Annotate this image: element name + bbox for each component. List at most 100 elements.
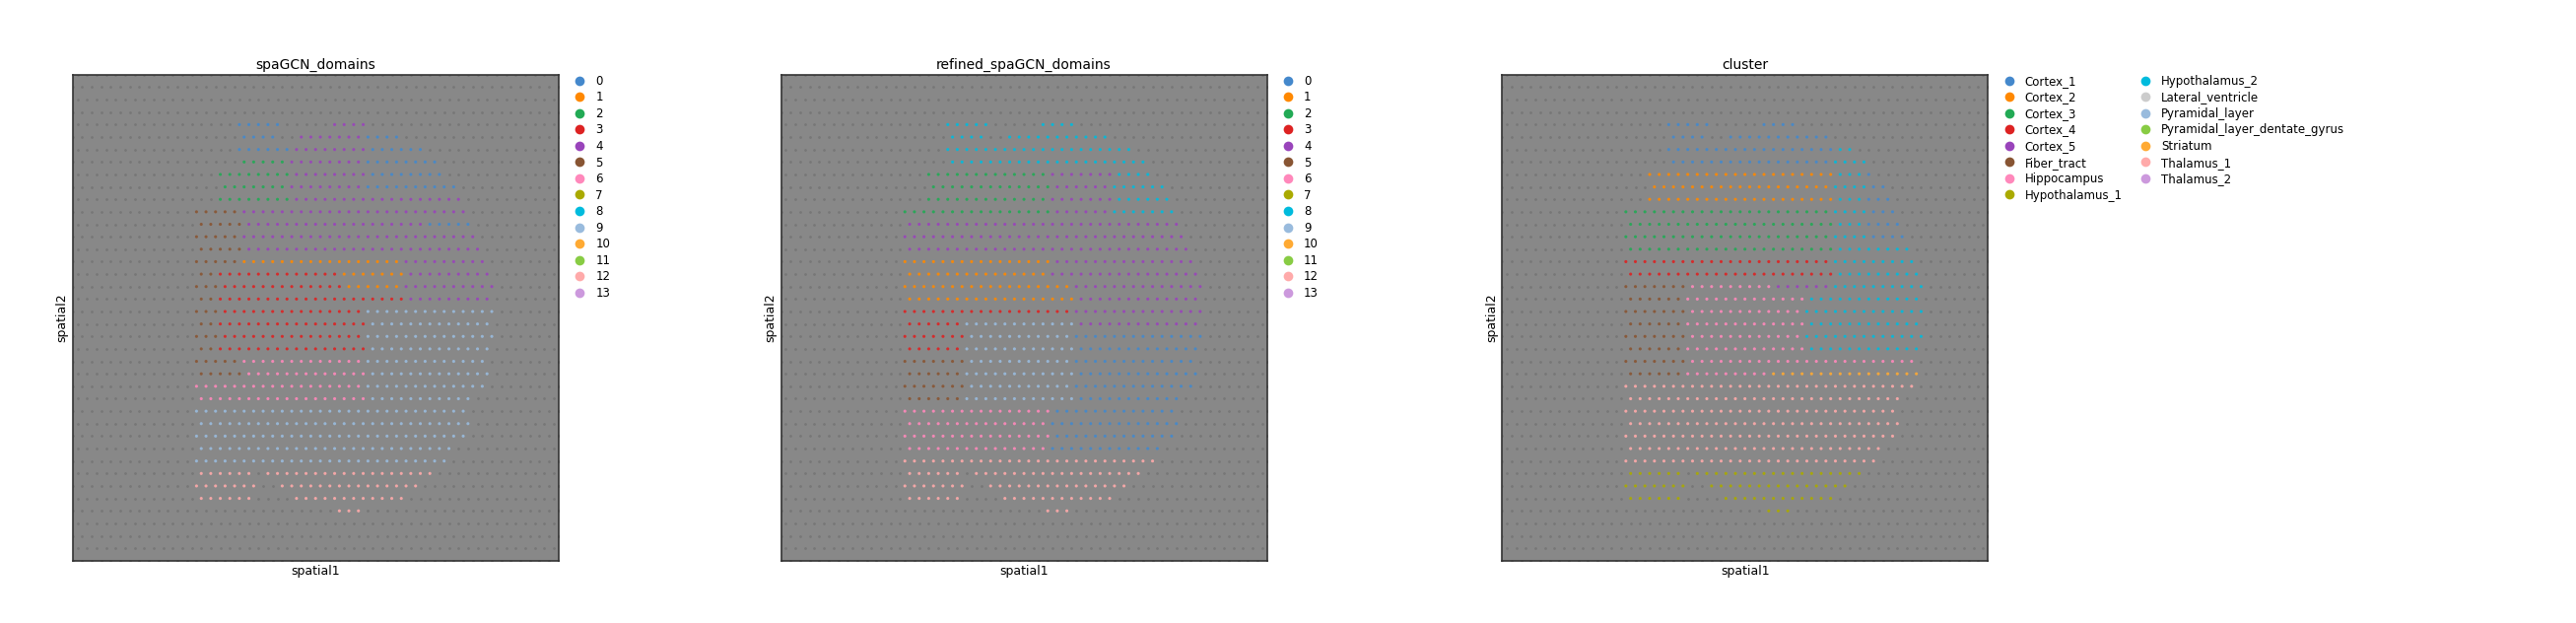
Point (1935, 419, 1976, 429)
Point (453, 82, 495, 92)
Point (1896, 95, 1937, 105)
Point (1146, 219, 1188, 229)
Point (180, 468, 222, 478)
Point (1811, 319, 1852, 329)
Point (180, 543, 222, 553)
Point (386, 182, 428, 192)
Point (309, 531, 350, 541)
Point (1151, 556, 1193, 566)
Point (1886, 145, 1927, 155)
Point (1777, 107, 1819, 117)
Point (876, 506, 917, 516)
Point (1007, 157, 1048, 167)
Point (1005, 70, 1046, 80)
Point (291, 381, 332, 391)
Point (1643, 381, 1685, 391)
Point (106, 419, 147, 429)
Point (1677, 369, 1718, 379)
Point (263, 531, 304, 541)
Point (809, 157, 850, 167)
Point (871, 70, 912, 80)
Point (353, 543, 394, 553)
Point (788, 132, 829, 142)
Point (1857, 120, 1899, 130)
Point (1844, 331, 1886, 341)
Point (940, 232, 981, 242)
Point (1036, 431, 1077, 441)
Point (332, 493, 374, 503)
Point (1108, 244, 1149, 254)
Point (410, 244, 451, 254)
Point (1079, 120, 1121, 130)
Point (922, 282, 963, 292)
Point (1012, 120, 1054, 130)
Point (538, 132, 580, 142)
Point (332, 518, 374, 528)
Point (232, 207, 273, 217)
Point (489, 107, 531, 117)
Point (917, 468, 958, 478)
Point (1862, 232, 1904, 242)
Point (389, 95, 430, 105)
Point (170, 419, 211, 429)
Point (917, 169, 958, 179)
Point (1953, 95, 1994, 105)
Point (1643, 556, 1685, 566)
Point (327, 381, 368, 391)
Point (1968, 207, 2009, 217)
Point (1610, 394, 1651, 404)
Point (309, 132, 350, 142)
Point (1942, 319, 1984, 329)
Point (1705, 369, 1747, 379)
Point (1592, 95, 1633, 105)
Point (1667, 419, 1708, 429)
Point (453, 331, 495, 341)
Point (1005, 169, 1046, 179)
Point (1486, 369, 1528, 379)
Point (1600, 120, 1641, 130)
Point (1131, 182, 1172, 192)
Point (922, 257, 963, 267)
Point (477, 120, 518, 130)
Point (1973, 269, 2014, 279)
Point (52, 157, 93, 167)
Point (291, 331, 332, 341)
Point (201, 518, 242, 528)
Point (147, 157, 188, 167)
Point (1543, 319, 1584, 329)
Point (1164, 145, 1206, 155)
Point (1824, 307, 1865, 316)
Point (788, 307, 829, 316)
Point (337, 157, 379, 167)
Point (1839, 419, 1880, 429)
Point (523, 394, 564, 404)
Point (1113, 157, 1154, 167)
Point (1079, 344, 1121, 354)
Point (366, 331, 407, 341)
Point (1896, 493, 1937, 503)
Point (1806, 506, 1847, 516)
Point (1906, 518, 1947, 528)
Point (410, 219, 451, 229)
Point (1839, 543, 1880, 553)
Point (258, 493, 299, 503)
Point (1571, 269, 1613, 279)
Point (1069, 369, 1110, 379)
Point (201, 120, 242, 130)
Point (1084, 82, 1126, 92)
Point (196, 331, 237, 341)
Point (381, 269, 422, 279)
Point (1069, 344, 1110, 354)
Point (1605, 406, 1646, 416)
Point (1051, 518, 1092, 528)
Point (1252, 194, 1293, 204)
Point (394, 456, 435, 466)
Point (904, 82, 945, 92)
Point (489, 282, 531, 292)
Point (822, 518, 863, 528)
Point (1095, 406, 1136, 416)
Point (1079, 468, 1121, 478)
Point (118, 207, 160, 217)
Point (894, 207, 935, 217)
Point (827, 257, 868, 267)
